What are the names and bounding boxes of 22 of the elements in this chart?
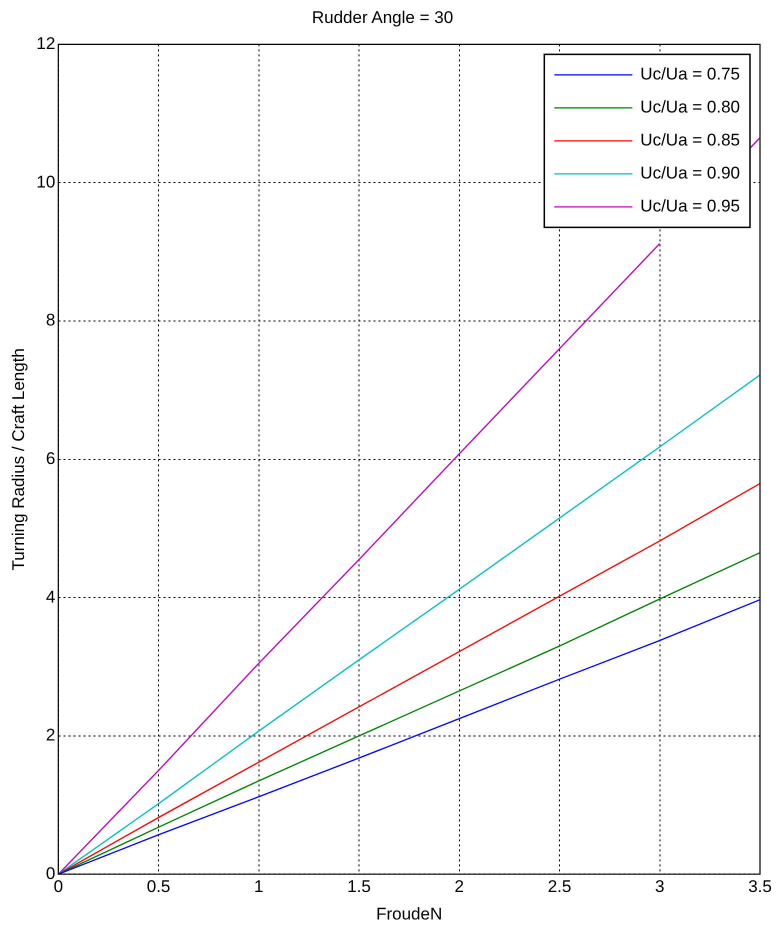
x-tick-label: 0.5 [146, 877, 170, 896]
y-tick-label: 10 [36, 172, 56, 192]
chart-title: Rudder Angle = 30 [312, 8, 454, 27]
y-tick-label: 6 [46, 448, 56, 468]
x-tick-label: 1.5 [347, 877, 371, 896]
x-tick-label: 2.5 [548, 877, 572, 896]
x-tick-label: 3.5 [748, 877, 772, 896]
y-tick-label: 2 [46, 726, 56, 745]
legend-label: Uc/Ua = 0.90 [640, 164, 740, 183]
legend-label: Uc/Ua = 0.75 [640, 64, 740, 84]
y-tick-label: 4 [46, 587, 56, 606]
legend-label: Uc/Ua = 0.95 [640, 196, 740, 216]
legend-label: Uc/Ua = 0.80 [640, 98, 740, 117]
y-axis-title: Turning Radius / Craft Length [8, 348, 28, 570]
legend-label: Uc/Ua = 0.85 [640, 130, 740, 150]
x-tick-label: 3 [655, 877, 664, 896]
x-tick-label: 1 [254, 877, 264, 896]
y-tick-label: 8 [46, 310, 56, 330]
y-tick-label: 0 [46, 864, 56, 883]
x-tick-label: 2 [454, 877, 464, 896]
y-tick-label: 12 [36, 34, 56, 54]
x-axis-title: FroudeN [376, 904, 442, 924]
